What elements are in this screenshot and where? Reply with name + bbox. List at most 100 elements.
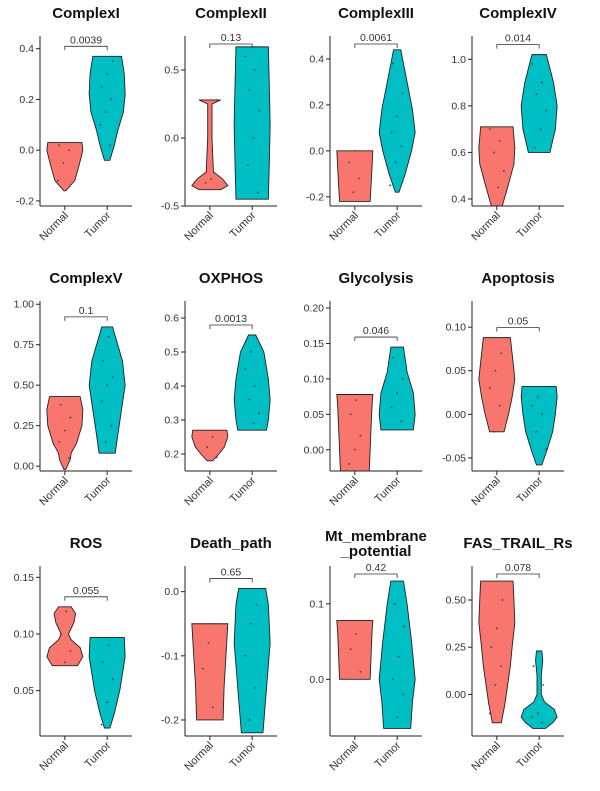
- data-point: [69, 650, 72, 652]
- y-tick-label: 0.1: [309, 598, 324, 610]
- data-point: [215, 99, 218, 101]
- data-point: [349, 648, 352, 651]
- data-point: [258, 412, 261, 415]
- data-point: [536, 712, 539, 715]
- data-point: [400, 420, 403, 423]
- data-point: [392, 678, 394, 681]
- data-point: [493, 151, 495, 154]
- p-value-label: 0.42: [366, 562, 387, 574]
- panel-0: ComplexI -0.2 0.0 0.2 0.4 Normal Tumor 0.0039: [16, 5, 132, 243]
- y-tick-label: 0.0: [164, 586, 179, 598]
- data-point: [204, 181, 207, 184]
- data-point: [534, 146, 536, 149]
- data-point: [63, 429, 66, 432]
- y-tick-label: 0.50: [14, 380, 35, 392]
- x-category-label: Tumor: [515, 739, 546, 770]
- data-point: [401, 378, 404, 380]
- data-point: [403, 625, 406, 628]
- y-tick-label: 1.0: [451, 54, 466, 66]
- y-tick-label: 0.0: [309, 145, 324, 157]
- data-point: [100, 400, 103, 403]
- p-value-label: 0.0061: [360, 32, 392, 44]
- data-point: [495, 627, 498, 630]
- data-point: [545, 109, 548, 112]
- p-value-label: 0.13: [221, 32, 242, 44]
- x-category-label: Tumor: [228, 474, 259, 505]
- y-tick-label: 0.0: [309, 674, 324, 686]
- violin-tumor: [233, 588, 271, 734]
- violin-normal: [46, 142, 84, 192]
- data-point: [248, 89, 251, 92]
- data-point: [244, 654, 247, 657]
- data-point: [355, 399, 358, 402]
- data-point: [254, 69, 256, 71]
- y-tick-label: 1.00: [14, 299, 35, 311]
- p-value-label: 0.078: [505, 562, 531, 574]
- violin-tumor: [233, 334, 271, 431]
- data-point: [111, 60, 114, 63]
- violin-normal: [191, 99, 229, 191]
- data-point: [498, 404, 501, 407]
- y-tick-label: 0.05: [14, 685, 35, 697]
- panel-2: ComplexIII -0.2 0.0 0.2 0.4 Normal Tumor 0.0061: [306, 5, 422, 243]
- data-point: [62, 161, 65, 164]
- x-category-label: Tumor: [83, 209, 114, 240]
- data-point: [207, 642, 210, 644]
- y-tick-label: 0.6: [164, 313, 179, 325]
- p-value-label: 0.65: [221, 566, 242, 578]
- significance-bracket: [209, 43, 253, 48]
- violin-tumor: [378, 346, 416, 431]
- data-point: [390, 131, 393, 134]
- significance-bracket: [496, 44, 540, 49]
- violin-tumor: [88, 636, 126, 729]
- p-value-label: 0.1: [79, 305, 94, 317]
- violin-tumor: [520, 54, 558, 153]
- x-category-label: Normal: [182, 475, 216, 509]
- significance-bracket: [209, 324, 253, 329]
- p-value-label: 0.0039: [70, 34, 102, 46]
- data-point: [393, 602, 396, 605]
- data-point: [396, 716, 399, 719]
- y-tick-label: 0.4: [19, 43, 34, 55]
- y-tick-label: 0.2: [164, 449, 179, 461]
- data-point: [111, 376, 114, 378]
- data-point: [498, 139, 501, 142]
- data-point: [535, 430, 538, 433]
- data-point: [211, 436, 214, 438]
- y-tick-label: 0.50: [446, 595, 467, 607]
- data-point: [254, 385, 256, 387]
- panel-title: ComplexIV: [479, 5, 557, 22]
- data-point: [210, 177, 213, 180]
- x-category-label: Normal: [469, 740, 503, 774]
- data-point: [247, 164, 249, 167]
- data-point: [493, 430, 495, 433]
- data-point: [249, 351, 252, 353]
- p-value-label: 0.05: [508, 316, 529, 328]
- panel-1: ComplexII -0.5 0.0 0.5 Normal Tumor 0.13: [161, 5, 277, 243]
- y-tick-label: 0.2: [309, 99, 324, 111]
- data-point: [258, 109, 261, 112]
- y-tick-label: 0.10: [446, 322, 467, 334]
- data-point: [392, 62, 394, 65]
- data-point: [252, 137, 255, 139]
- data-point: [488, 712, 491, 715]
- data-point: [68, 149, 70, 152]
- violin-normal: [46, 396, 84, 470]
- data-point: [494, 684, 497, 686]
- y-tick-label: 0.5: [164, 65, 179, 77]
- panel-title: ComplexII: [195, 5, 267, 22]
- data-point: [396, 392, 399, 394]
- data-point: [532, 665, 535, 668]
- x-category-label: Normal: [182, 740, 216, 774]
- x-category-label: Tumor: [83, 474, 114, 505]
- data-point: [69, 416, 72, 419]
- data-point: [348, 161, 351, 164]
- x-category-label: Tumor: [515, 474, 546, 505]
- data-point: [106, 384, 109, 387]
- x-category-label: Tumor: [228, 739, 259, 770]
- violin-normal: [478, 580, 516, 724]
- panel-8: ROS 0.05 0.10 0.15 Normal Tumor 0.055: [14, 535, 132, 773]
- y-tick-label: 0.2: [19, 94, 34, 106]
- y-tick-label: -0.05: [442, 452, 466, 464]
- data-point: [248, 719, 251, 721]
